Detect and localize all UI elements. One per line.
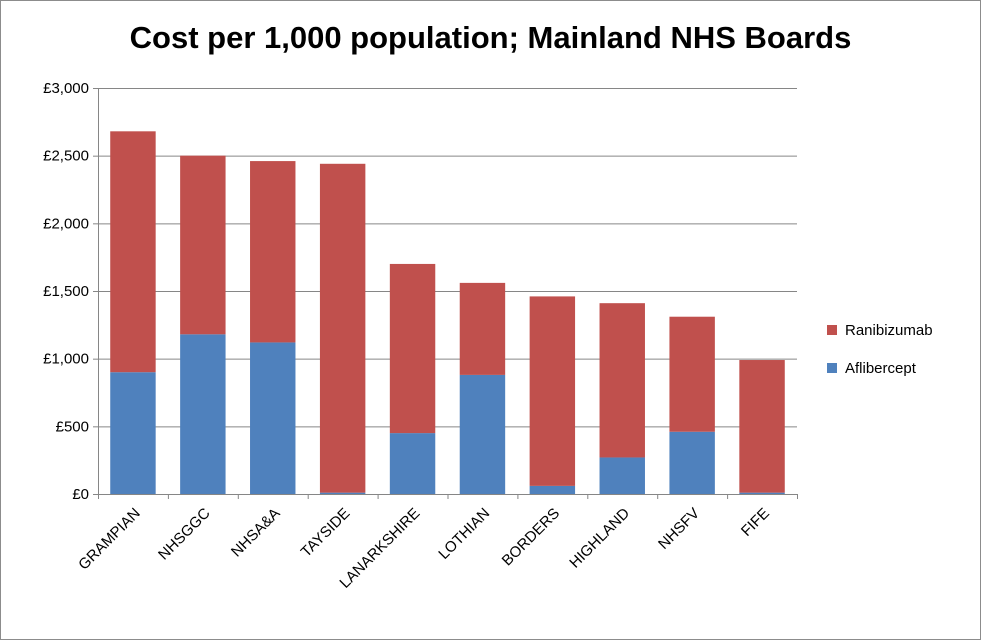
bar-aflibercept bbox=[739, 492, 785, 494]
bar-aflibercept bbox=[599, 457, 645, 494]
bar-ranibizumab bbox=[739, 360, 785, 493]
bar-aflibercept bbox=[180, 334, 226, 494]
legend-swatch-ranibizumab bbox=[827, 325, 837, 335]
x-tick-label: NHSFV bbox=[655, 505, 703, 553]
x-tick-label: TAYSIDE bbox=[298, 505, 354, 561]
x-tick-label: GRAMPIAN bbox=[75, 505, 144, 574]
bar-aflibercept bbox=[529, 485, 576, 494]
x-tick-label: LOTHIAN bbox=[435, 505, 493, 563]
bar-ranibizumab bbox=[529, 296, 576, 486]
bar-ranibizumab bbox=[389, 263, 436, 434]
x-tick-label: NHSA&A bbox=[228, 505, 284, 561]
y-tick-label: £2,000 bbox=[43, 215, 89, 232]
y-tick-label: £3,000 bbox=[43, 80, 89, 97]
legend-swatch-aflibercept bbox=[827, 363, 837, 373]
bar-ranibizumab bbox=[110, 131, 156, 373]
y-tick-label: £0 bbox=[72, 486, 89, 503]
x-tick-label: FIFE bbox=[738, 505, 773, 540]
bar-ranibizumab bbox=[459, 282, 506, 375]
y-tick-label: £1,000 bbox=[43, 351, 89, 368]
x-tick-label: BORDERS bbox=[499, 505, 563, 569]
y-tick-label: £2,500 bbox=[43, 148, 89, 165]
bar-aflibercept bbox=[319, 492, 366, 494]
bar-aflibercept bbox=[459, 374, 506, 494]
legend-label-aflibercept: Aflibercept bbox=[845, 359, 916, 377]
x-tick-label: NHSGGC bbox=[155, 505, 214, 564]
x-tick-label: HIGHLAND bbox=[566, 505, 633, 572]
bar-aflibercept bbox=[389, 433, 436, 494]
bar-aflibercept bbox=[110, 372, 156, 494]
bar-ranibizumab bbox=[669, 316, 715, 432]
legend-label-ranibizumab: Ranibizumab bbox=[845, 321, 933, 339]
bar-aflibercept bbox=[669, 431, 715, 494]
chart-title: Cost per 1,000 population; Mainland NHS … bbox=[129, 20, 852, 55]
bar-ranibizumab bbox=[180, 155, 226, 335]
bar-ranibizumab bbox=[599, 303, 645, 458]
legend-item-aflibercept: Aflibercept bbox=[827, 358, 933, 378]
y-tick-label: £1,500 bbox=[43, 283, 89, 300]
legend-item-ranibizumab: Ranibizumab bbox=[827, 320, 933, 340]
bar-ranibizumab bbox=[319, 163, 366, 493]
bar-aflibercept bbox=[250, 342, 296, 494]
chart-legend: Ranibizumab Aflibercept bbox=[827, 320, 933, 396]
bar-ranibizumab bbox=[250, 161, 296, 343]
y-tick-label: £500 bbox=[56, 418, 89, 435]
